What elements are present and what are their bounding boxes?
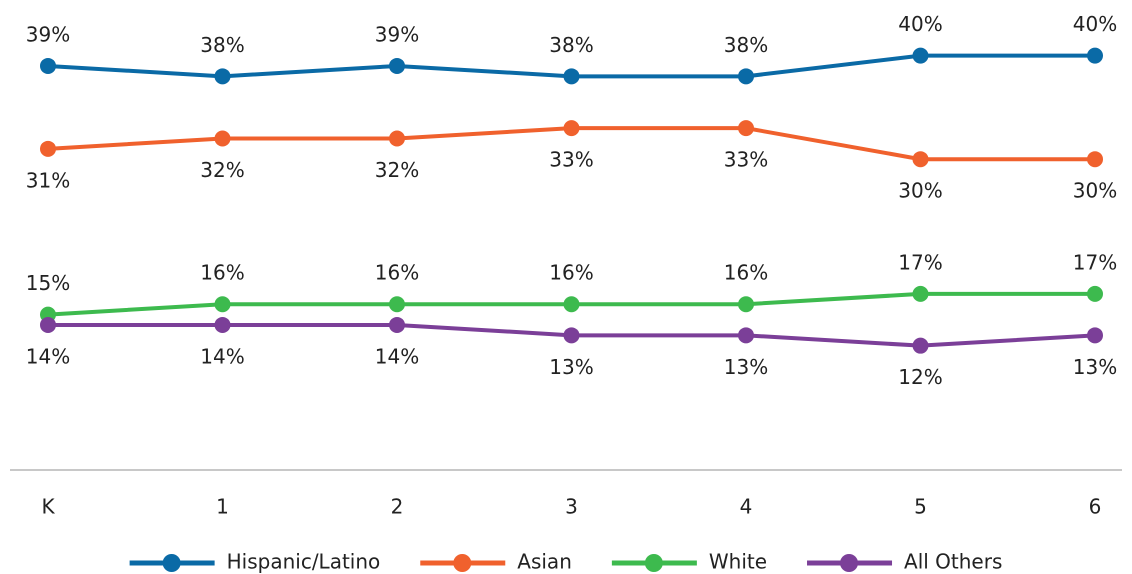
data-label: 14% xyxy=(200,344,244,368)
point xyxy=(563,296,580,313)
data-label: 38% xyxy=(200,33,244,57)
data-label: 13% xyxy=(724,355,768,379)
data-label: 39% xyxy=(26,22,70,46)
data-label: 16% xyxy=(375,261,419,285)
data-label: 32% xyxy=(200,158,244,182)
legend-marker xyxy=(644,554,663,572)
point xyxy=(389,130,405,147)
point xyxy=(214,68,231,85)
legend-label: White xyxy=(709,550,767,574)
data-label: 17% xyxy=(898,250,942,274)
point xyxy=(214,296,231,313)
point xyxy=(389,57,405,74)
data-label: 16% xyxy=(549,261,593,285)
x-tick-label: K xyxy=(41,495,55,519)
x-tick-label: 5 xyxy=(914,495,927,519)
point xyxy=(40,57,56,74)
data-label: 40% xyxy=(898,12,942,36)
point xyxy=(738,327,754,344)
point xyxy=(40,316,56,333)
x-tick-label: 4 xyxy=(740,495,753,519)
data-label: 33% xyxy=(724,148,768,172)
point xyxy=(563,120,580,137)
x-tick-label: 2 xyxy=(391,495,404,519)
data-label: 33% xyxy=(549,148,593,172)
legend-label: Hispanic/Latino xyxy=(227,550,381,574)
point xyxy=(214,130,231,147)
data-label: 39% xyxy=(375,22,419,46)
point xyxy=(912,151,929,168)
data-label: 13% xyxy=(1073,355,1117,379)
data-label: 15% xyxy=(26,271,70,295)
legend-marker xyxy=(840,554,859,572)
data-label: 12% xyxy=(898,365,942,389)
data-label: 16% xyxy=(200,261,244,285)
point xyxy=(738,296,754,313)
data-label: 17% xyxy=(1073,250,1117,274)
x-tick-label: 6 xyxy=(1089,495,1102,519)
data-label: 14% xyxy=(375,344,419,368)
data-label: 40% xyxy=(1073,12,1117,36)
legend: Hispanic/Latino Asian White All Others xyxy=(129,550,1002,574)
data-label: 38% xyxy=(724,33,768,57)
data-label: 38% xyxy=(549,33,593,57)
point xyxy=(1087,327,1103,344)
point xyxy=(214,316,231,333)
legend-marker xyxy=(453,554,472,572)
data-label: 30% xyxy=(1073,179,1117,203)
data-label: 13% xyxy=(549,355,593,379)
point xyxy=(563,68,580,85)
legend-label: Asian xyxy=(517,550,572,574)
data-label: 31% xyxy=(26,168,70,192)
point xyxy=(738,68,754,85)
data-label: 14% xyxy=(26,344,70,368)
point xyxy=(738,120,754,137)
point xyxy=(389,316,405,333)
point xyxy=(389,296,405,313)
data-label: 30% xyxy=(898,179,942,203)
point xyxy=(1087,285,1103,302)
data-label: 16% xyxy=(724,261,768,285)
legend-label: All Others xyxy=(904,550,1002,574)
x-tick-label: 1 xyxy=(216,495,229,519)
point xyxy=(40,140,56,157)
point xyxy=(1087,47,1103,64)
data-label: 32% xyxy=(375,158,419,182)
point xyxy=(1087,151,1103,168)
legend-marker xyxy=(162,554,181,572)
point xyxy=(912,285,929,302)
point xyxy=(912,337,929,354)
point xyxy=(912,47,929,64)
point xyxy=(563,327,580,344)
x-tick-label: 3 xyxy=(565,495,578,519)
